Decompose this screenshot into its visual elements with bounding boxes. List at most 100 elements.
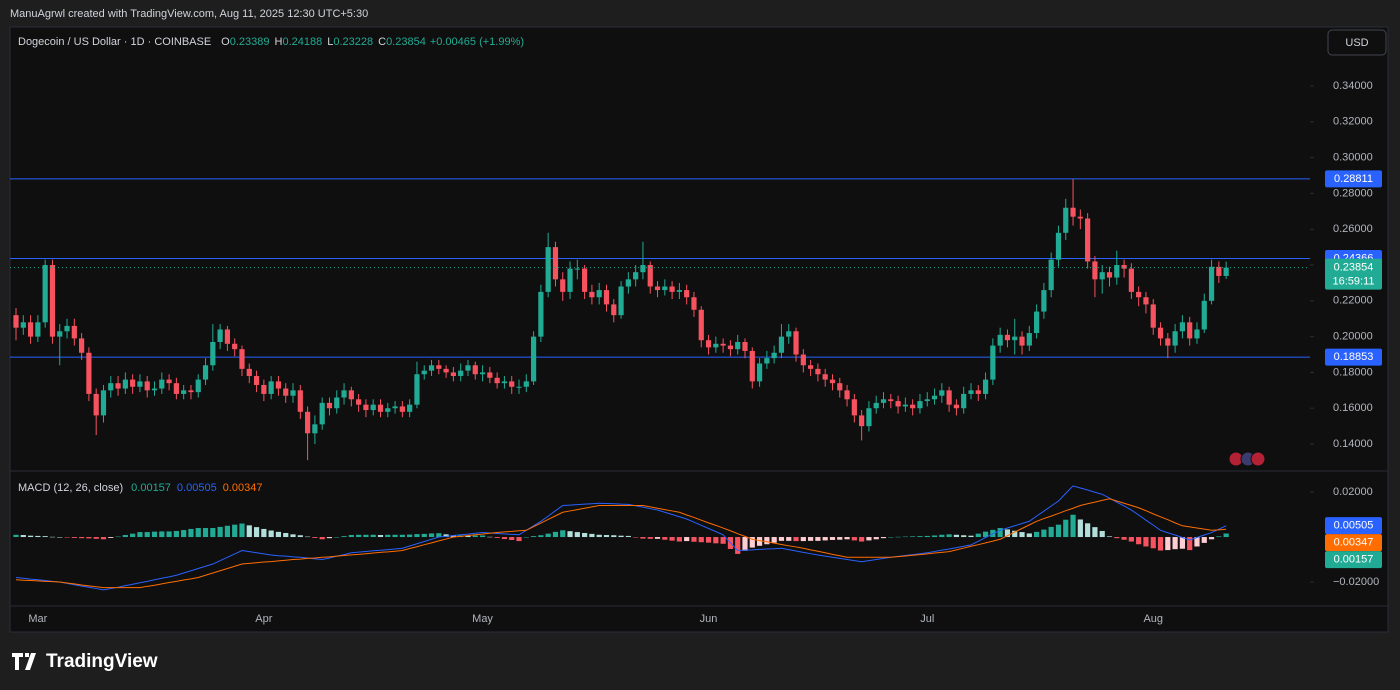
candle-body (130, 379, 136, 387)
histogram-bar (341, 536, 347, 538)
ohlc-label: C (378, 36, 386, 48)
candle-body (800, 354, 806, 366)
candle-body (946, 390, 952, 405)
histogram-bar (1121, 537, 1127, 540)
histogram-bar (968, 535, 974, 538)
candle-body (910, 404, 916, 409)
candle-body (275, 381, 282, 389)
candle-body (436, 365, 442, 369)
candle-body (144, 381, 150, 391)
candle-body (873, 402, 879, 409)
histogram-bar (523, 537, 529, 538)
candle-body (727, 345, 734, 350)
histogram-bar (800, 537, 806, 542)
candle-body (1048, 259, 1054, 291)
histogram-bar (574, 532, 580, 538)
histogram-bar (283, 532, 289, 538)
histogram-bar (647, 537, 653, 539)
histogram-bar (1223, 533, 1229, 538)
histogram-bar (1136, 537, 1142, 545)
histogram-bar (567, 531, 573, 538)
candle-body (1179, 322, 1185, 332)
candle-body (924, 399, 930, 402)
candle-body (990, 345, 996, 380)
candle-body (771, 352, 777, 359)
candle-body (1085, 218, 1091, 262)
event-icons[interactable] (1228, 451, 1266, 467)
candle-body (735, 342, 741, 350)
candle-body (57, 331, 63, 337)
candle-body (676, 290, 682, 292)
histogram-bar (975, 533, 981, 538)
histogram-bar (275, 531, 282, 538)
candle-body (1063, 207, 1069, 233)
y-tick-label: 0.32000 (1333, 116, 1373, 128)
candle-body (567, 268, 573, 292)
histogram-bar (494, 537, 500, 538)
histogram-bar (917, 536, 923, 538)
y-tick-label: 0.18000 (1333, 366, 1373, 378)
histogram-bar (20, 535, 26, 538)
candle-body (290, 390, 296, 396)
candle-body (698, 309, 704, 341)
histogram-bar (910, 536, 916, 538)
histogram-bar (479, 535, 486, 538)
candle-body (487, 372, 493, 378)
ohlc-label: H (275, 36, 283, 48)
ohlc-label: O (221, 36, 230, 48)
histogram-bar (399, 534, 405, 538)
candle-body (414, 374, 420, 405)
currency-button[interactable] (1327, 29, 1387, 56)
histogram-bar (363, 534, 369, 538)
candle-body (545, 247, 551, 292)
histogram-bar (392, 534, 398, 538)
histogram-bar (786, 537, 792, 541)
histogram-bar (319, 537, 325, 540)
candle-body (253, 376, 260, 385)
histogram-bar (764, 537, 770, 545)
histogram-bar (829, 537, 836, 540)
currency-label[interactable]: USD (1345, 37, 1368, 49)
macd-legend: MACD (12, 26, close) 0.00157 0.00505 0.0034… (18, 482, 262, 494)
candle-body (596, 290, 602, 298)
candle-body (188, 390, 194, 393)
histogram-bar (181, 530, 187, 538)
level-label-box (1325, 348, 1382, 366)
macd-pane (13, 485, 1229, 591)
event-icon[interactable] (1250, 451, 1266, 467)
histogram-bar (312, 537, 318, 538)
candle-body (494, 377, 500, 384)
histogram-bar (232, 524, 238, 538)
histogram-bar (669, 537, 675, 541)
macd-value-label: 0.00347 (1334, 537, 1374, 549)
candle-body (859, 415, 865, 427)
histogram-bar (1004, 529, 1011, 538)
candle-body (1070, 207, 1076, 217)
histogram-bar (137, 532, 143, 538)
histogram-bar (771, 537, 777, 543)
candle-body (137, 381, 143, 387)
candle-body (574, 268, 580, 270)
histogram-bar (530, 536, 537, 538)
candle-body (895, 401, 901, 407)
candle-body (815, 368, 821, 375)
candle-body (793, 331, 799, 355)
histogram-bar (130, 533, 136, 538)
histogram-bar (742, 537, 748, 551)
macd-line (15, 485, 1227, 591)
candle-body (968, 390, 974, 394)
candle-body (428, 365, 435, 371)
histogram-bar (436, 533, 442, 538)
y-tick-label: −0.02000 (1333, 576, 1379, 588)
candle-body (239, 349, 245, 369)
x-tick-label: Aug (1143, 613, 1163, 625)
macd-line (15, 498, 1227, 589)
candle-body (49, 265, 56, 337)
countdown-label: 16:59:11 (1332, 276, 1374, 288)
histogram-bar (997, 528, 1003, 538)
histogram-bar (35, 535, 41, 538)
macd-legend-value: 0.00157 (131, 482, 171, 494)
candle-body (1201, 300, 1207, 330)
candle-body (603, 290, 610, 305)
histogram-bar (93, 537, 99, 539)
